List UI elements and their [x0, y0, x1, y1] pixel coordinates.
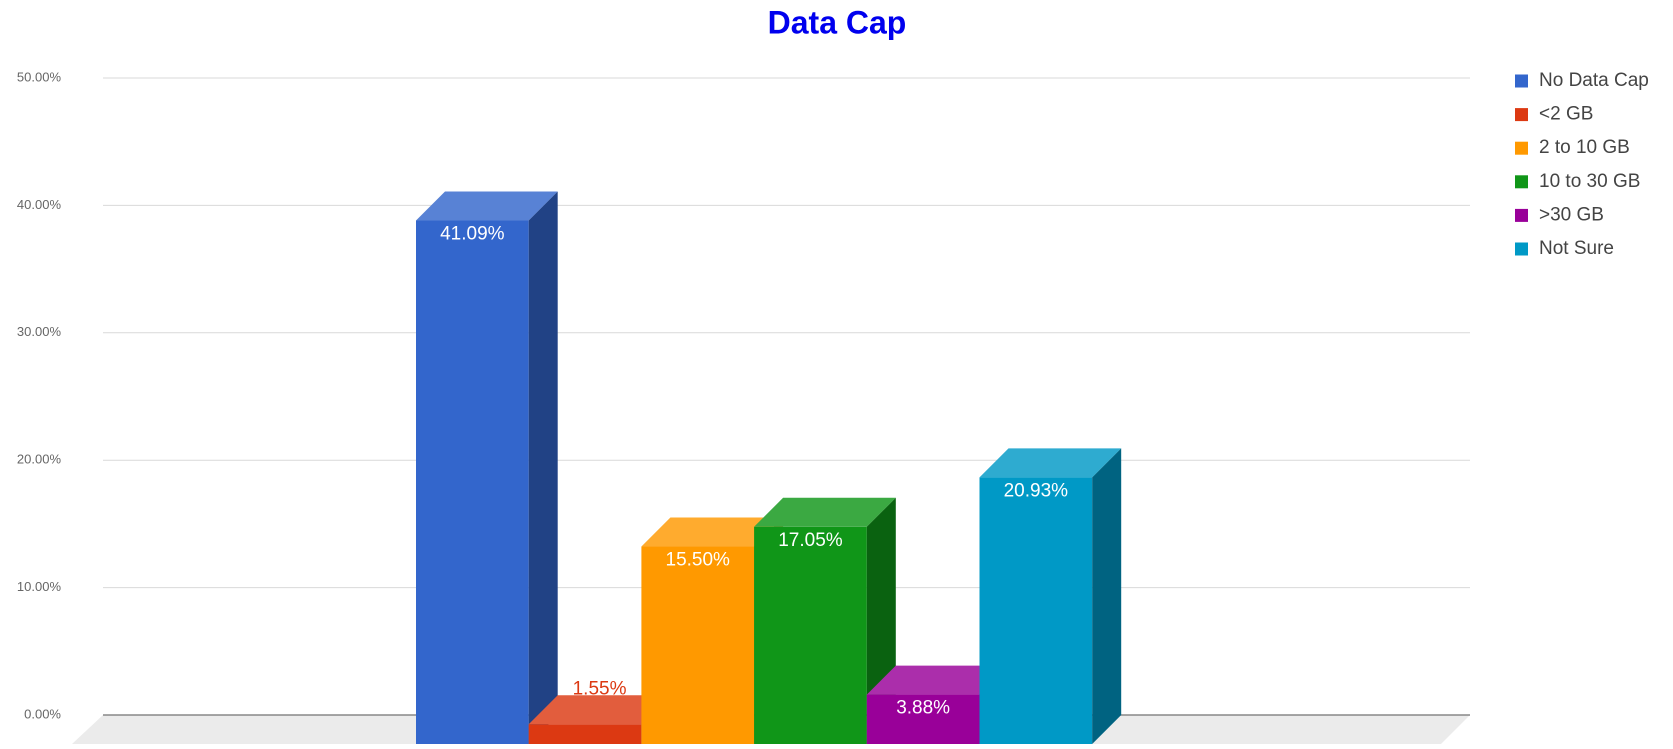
y-tick-label: 20.00%: [17, 452, 62, 467]
bar-top: [866, 665, 1009, 695]
legend-swatch: [1515, 175, 1528, 189]
legend-label: 10 to 30 GB: [1539, 171, 1640, 192]
legend-label: No Data Cap: [1539, 70, 1649, 91]
y-tick-label: 10.00%: [17, 579, 62, 594]
legend-label: Not Sure: [1539, 238, 1614, 259]
data-label: 17.05%: [778, 530, 843, 551]
legend-swatch: [1515, 242, 1528, 256]
bar-top: [416, 191, 558, 221]
y-tick-label: 40.00%: [17, 197, 62, 212]
data-label: 3.88%: [896, 698, 950, 719]
legend-label: 2 to 10 GB: [1539, 137, 1630, 158]
bar-top: [641, 517, 784, 547]
bar-top: [528, 695, 671, 725]
chart-title: Data Cap: [768, 4, 907, 40]
data-label: 1.55%: [573, 678, 627, 699]
legend-swatch: [1515, 141, 1528, 155]
y-tick-label: 50.00%: [17, 69, 62, 84]
data-label: 41.09%: [440, 224, 505, 245]
data-label: 15.50%: [666, 550, 731, 571]
bar-top: [979, 448, 1122, 478]
bar-side: [1092, 448, 1122, 744]
bar-front: [979, 477, 1093, 744]
bar-front: [754, 526, 867, 744]
legend-label: <2 GB: [1539, 104, 1593, 125]
data-label: 20.93%: [1004, 480, 1069, 501]
bar-top: [754, 497, 896, 527]
bar-front: [416, 220, 529, 744]
y-tick-label: 0.00%: [24, 706, 61, 721]
legend-swatch: [1515, 208, 1528, 222]
bar-front: [528, 724, 642, 744]
y-tick-label: 30.00%: [17, 324, 62, 339]
bar-front: [641, 546, 755, 744]
legend-swatch: [1515, 108, 1528, 122]
legend-swatch: [1515, 74, 1528, 88]
bar-side: [528, 191, 558, 744]
legend-label: >30 GB: [1539, 204, 1604, 225]
bar-front: [866, 694, 980, 744]
